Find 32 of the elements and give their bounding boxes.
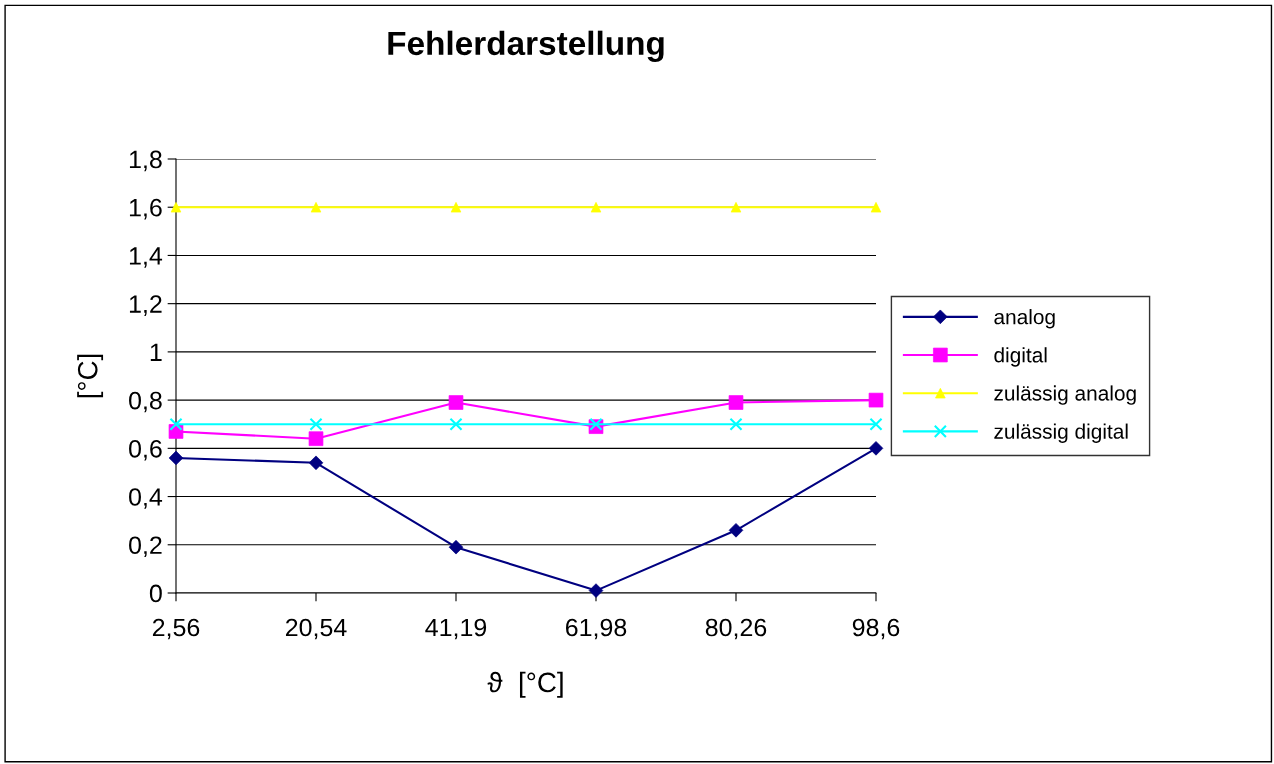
- x-tick-label: 41,19: [425, 618, 487, 640]
- point: [869, 417, 883, 431]
- point: [449, 417, 463, 431]
- y-tick-label: 1: [150, 343, 162, 361]
- y-tick-label: 0: [149, 584, 162, 603]
- x-tick-label: 61,98: [565, 618, 627, 640]
- chart-title: Fehlerdarstellung: [388, 30, 664, 62]
- y-axis-title: [°C]: [77, 354, 104, 398]
- x-tick-label: 20,54: [285, 618, 347, 640]
- legend-label: digital: [994, 347, 1047, 367]
- y-tick-label: 1,4: [129, 247, 163, 268]
- y-tick-label: 0,6: [129, 439, 162, 461]
- legend-label: zulässig digital: [994, 423, 1128, 443]
- point: [588, 583, 604, 598]
- point: [868, 441, 884, 456]
- point: [309, 417, 323, 431]
- point: [868, 392, 884, 408]
- y-tick-label: 1,2: [129, 295, 162, 316]
- point: [169, 417, 183, 431]
- point: [728, 523, 744, 538]
- y-tick-label: 1,6: [129, 198, 162, 220]
- y-tick-label: 0,4: [129, 488, 163, 509]
- x-tick-label: 80,26: [705, 618, 767, 640]
- y-tick-label: 0,8: [129, 391, 162, 413]
- x-tick-label: 2,56: [152, 618, 200, 640]
- point: [729, 417, 743, 431]
- y-tick-label: 0,2: [129, 536, 162, 558]
- x-tick-label: 98,6: [852, 618, 900, 640]
- x-axis-title: ϑ [°C]: [487, 671, 563, 698]
- legend-label: zulässig analog: [994, 385, 1136, 405]
- y-tick-label: 1,8: [129, 150, 162, 172]
- legend-label: analog: [994, 309, 1055, 329]
